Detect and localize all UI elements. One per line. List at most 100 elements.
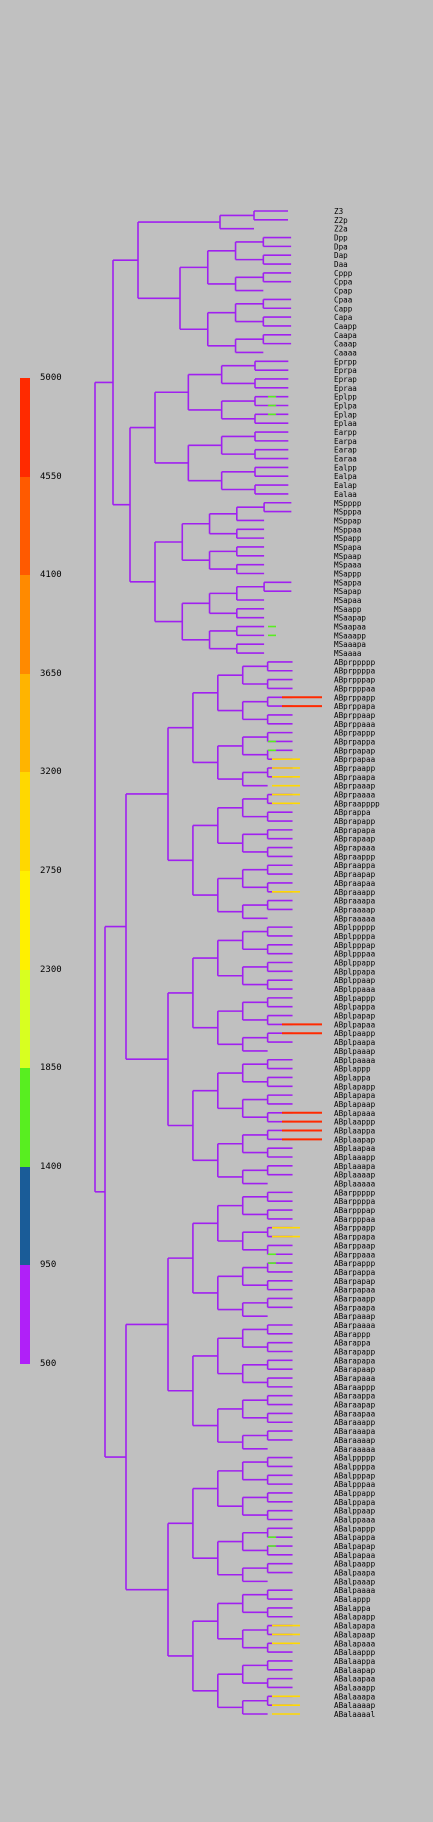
- leaf-label: Dpp: [334, 234, 348, 243]
- leaf-label: ABpraaaaa: [334, 914, 375, 923]
- legend-tick-label: 5000: [40, 373, 62, 383]
- leaf-label: ABalppapp: [334, 1489, 376, 1498]
- leaf-label: ABplppaap: [334, 976, 376, 985]
- leaf-label: ABarpaaap: [334, 1312, 376, 1321]
- leaf-label: ABarpaaaa: [334, 1321, 375, 1330]
- leaf-label: ABplpapap: [334, 1012, 376, 1021]
- leaf-label: Z3: [334, 207, 343, 216]
- leaf-label: ABarpaapa: [334, 1303, 375, 1312]
- leaf-label: ABarppppa: [334, 1197, 375, 1206]
- leaf-label: ABplapaap: [334, 1100, 376, 1109]
- leaf-label: ABprppaaa: [334, 720, 375, 729]
- leaf-label: ABaraaaap: [334, 1436, 376, 1445]
- legend-tick-label: 1850: [40, 1063, 62, 1074]
- leaf-label: ABplappp: [334, 1065, 371, 1074]
- leaf-label: ABplpaapa: [334, 1038, 375, 1047]
- legend-color-segment: [20, 772, 30, 871]
- leaf-label: Epraa: [334, 384, 357, 393]
- legend-color-segment: [20, 871, 30, 970]
- leaf-label: ABprpapaa: [334, 755, 375, 764]
- leaf-label: ABarapapa: [334, 1356, 375, 1365]
- leaf-label: ABalpapap: [334, 1542, 376, 1551]
- leaf-label: ABarppppp: [334, 1188, 376, 1197]
- leaf-label: ABarpppap: [334, 1206, 376, 1215]
- leaf-label: MSaapaa: [334, 623, 366, 632]
- leaf-label: ABalaaapp: [334, 1683, 376, 1692]
- legend-color-segment: [20, 1265, 30, 1364]
- leaf-label: MSpapa: [334, 543, 361, 552]
- leaf-label: ABplappa: [334, 1073, 371, 1082]
- leaf-label: ABprappa: [334, 808, 371, 817]
- leaf-label: MSaaapa: [334, 640, 366, 649]
- leaf-label: ABarapaaa: [334, 1374, 375, 1383]
- legend-tick-label: 2750: [40, 866, 62, 876]
- leaf-label: Capa: [334, 313, 352, 322]
- legend-tick-label: 3650: [40, 668, 62, 679]
- leaf-label: ABplpppap: [334, 941, 376, 950]
- leaf-label: ABalaapaa: [334, 1675, 375, 1684]
- legend-color-segment: [20, 969, 30, 1069]
- leaf-label: MSapap: [334, 587, 362, 596]
- leaf-label: ABaraaapp: [334, 1418, 376, 1427]
- leaf-label: ABplaapaa: [334, 1144, 375, 1153]
- leaf-label: ABpraaapp: [334, 888, 376, 897]
- leaf-label: MSaapp: [334, 605, 362, 614]
- leaf-label: ABalpppap: [334, 1471, 376, 1480]
- leaf-label: MSpppa: [334, 508, 361, 517]
- leaf-label: ABalaappp: [334, 1648, 376, 1657]
- leaf-label: ABalaaaal: [334, 1710, 375, 1719]
- leaf-label: MSpaaa: [334, 561, 361, 570]
- leaf-label: ABarppaap: [334, 1241, 376, 1250]
- legend-tick-label: 3200: [40, 767, 62, 778]
- leaf-label: ABalaapap: [334, 1666, 376, 1675]
- leaf-label: ABarpppaa: [334, 1215, 375, 1224]
- leaf-label: ABalappa: [334, 1604, 371, 1613]
- leaf-label: ABarapapp: [334, 1348, 376, 1357]
- leaf-label: Ealap: [334, 481, 357, 490]
- leaf-label: ABaraappp: [334, 1383, 376, 1392]
- leaf-label: ABprpapap: [334, 746, 376, 755]
- leaf-label: ABprpaaap: [334, 782, 376, 791]
- leaf-label: Cpap: [334, 287, 353, 296]
- leaf-label: ABalppaaa: [334, 1515, 375, 1524]
- legend-color-segment: [20, 1068, 30, 1167]
- leaf-label: ABarappp: [334, 1330, 371, 1339]
- leaf-label: ABarpapaa: [334, 1286, 375, 1295]
- leaf-label: MSpppp: [334, 499, 362, 508]
- leaf-label: ABplaapap: [334, 1135, 376, 1144]
- leaf-label: ABplppapp: [334, 959, 376, 968]
- leaf-label: ABalpaaaa: [334, 1586, 375, 1595]
- leaf-label: ABprpappa: [334, 737, 375, 746]
- legend-tick-label: 500: [40, 1359, 57, 1369]
- legend-color-segment: [20, 1166, 30, 1266]
- leaf-label: ABprpaapa: [334, 773, 375, 782]
- leaf-label: ABalappp: [334, 1595, 371, 1604]
- legend-tick-label: 4100: [40, 570, 62, 581]
- leaf-label: ABprppaap: [334, 711, 376, 720]
- leaf-label: ABalpaapa: [334, 1569, 375, 1578]
- leaf-label: ABarppapp: [334, 1224, 376, 1233]
- leaf-label: ABaraapaa: [334, 1409, 375, 1418]
- legend-color-segment: [20, 575, 30, 674]
- leaf-label: ABalpappp: [334, 1524, 376, 1533]
- leaf-label: Earpp: [334, 428, 357, 437]
- leaf-label: ABprppapp: [334, 693, 376, 702]
- leaf-label: ABprapapp: [334, 817, 376, 826]
- leaf-label: MSppaa: [334, 525, 361, 534]
- leaf-label: Earaa: [334, 455, 357, 464]
- leaf-label: ABplaaapp: [334, 1153, 376, 1162]
- leaf-label: ABprpaapp: [334, 764, 376, 773]
- leaf-label: Earap: [334, 446, 357, 455]
- leaf-label: ABalaappa: [334, 1657, 375, 1666]
- legend-color-segment: [20, 378, 30, 477]
- leaf-label: ABprpappp: [334, 729, 376, 738]
- leaf-label: ABpraapppp: [334, 799, 380, 808]
- legend-tick-label: 950: [40, 1260, 57, 1271]
- leaf-label: ABalpapaa: [334, 1551, 375, 1560]
- leaf-label: ABplaaaaa: [334, 1180, 375, 1189]
- leaf-label: Daa: [334, 260, 348, 269]
- leaf-label: ABalpaapp: [334, 1560, 376, 1569]
- leaf-label: ABalapaaa: [334, 1639, 375, 1648]
- leaf-label: ABplppapa: [334, 967, 375, 976]
- leaf-label: ABarpappa: [334, 1268, 375, 1277]
